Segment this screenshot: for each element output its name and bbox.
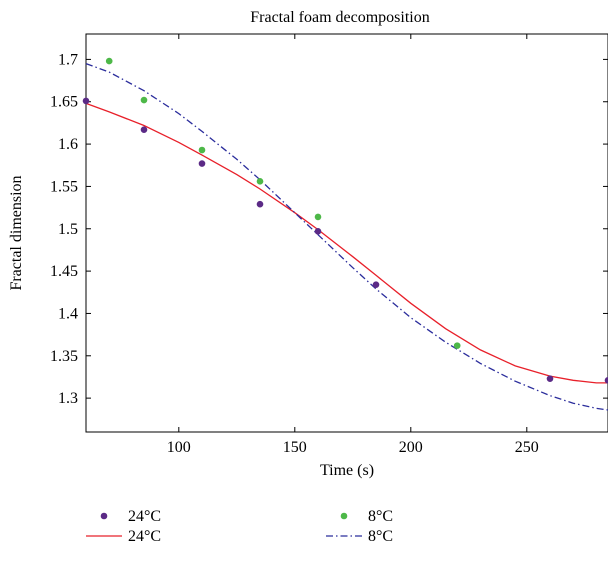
data-point (105, 57, 113, 65)
y-tick-label: 1.55 (50, 178, 78, 195)
y-axis-label: Fractal dimension (8, 175, 25, 290)
data-point (140, 126, 148, 133)
data-point (314, 228, 322, 235)
data-point (256, 178, 264, 185)
data-point (604, 377, 608, 384)
y-tick-label: 1.6 (58, 136, 78, 153)
legend-marker (340, 512, 348, 520)
y-tick-label: 1.5 (58, 221, 78, 238)
y-tick-label: 1.65 (50, 94, 78, 111)
legend-label: 24°C (128, 528, 161, 545)
data-point (546, 375, 554, 382)
x-tick-label: 250 (515, 439, 539, 456)
series-line (85, 62, 608, 411)
y-tick-label: 1.7 (58, 51, 78, 68)
y-axis: 1.3 1.35 1.4 1.45 1.5 1.55 1.6 1.65 1.7 (50, 51, 608, 407)
y-tick-label: 1.3 (58, 390, 78, 407)
series-points (82, 57, 608, 384)
data-point (372, 281, 380, 288)
x-tick-label: 150 (283, 439, 307, 456)
data-point (453, 342, 461, 349)
legend-label: 8°C (368, 528, 393, 545)
x-axis: 100 150 200 250 (167, 34, 539, 456)
x-axis-label: Time (s) (320, 462, 374, 479)
series-lines (85, 62, 608, 411)
data-point (256, 200, 264, 208)
data-point (198, 146, 206, 154)
y-tick-label: 1.4 (58, 305, 78, 322)
data-point (198, 160, 206, 167)
x-tick-label: 100 (167, 439, 191, 456)
legend-label: 24°C (128, 508, 161, 525)
legend-label: 8°C (368, 508, 393, 525)
legend-marker (100, 512, 108, 520)
plot-frame (85, 33, 608, 433)
y-tick-label: 1.35 (50, 348, 78, 365)
x-tick-label: 200 (399, 439, 423, 456)
legend: 24°C 8°C 24°C 8°C (86, 508, 393, 545)
series-line (85, 102, 608, 384)
data-point (314, 213, 322, 221)
data-point (140, 96, 148, 104)
data-point (82, 97, 90, 105)
chart-title: Fractal foam decomposition (250, 9, 430, 26)
y-tick-label: 1.45 (50, 263, 78, 280)
